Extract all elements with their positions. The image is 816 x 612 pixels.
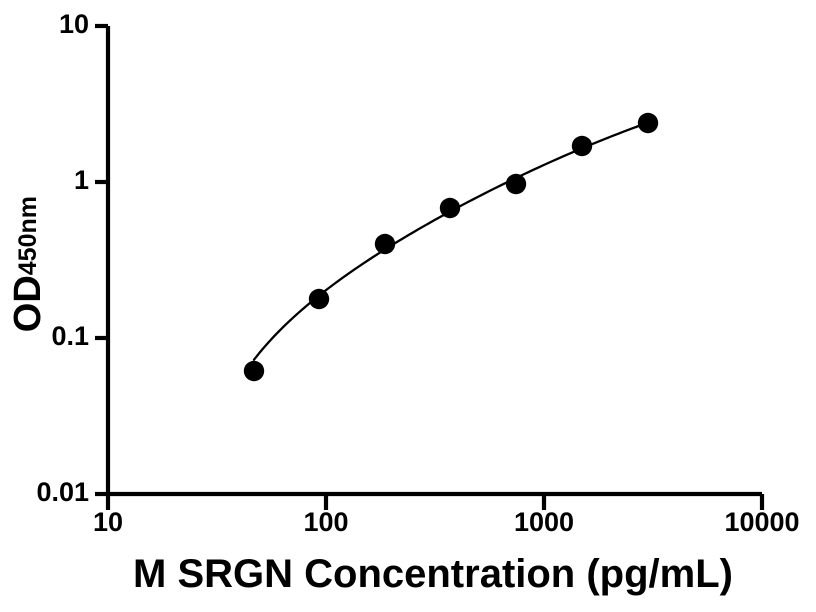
- svg-text:M SRGN Concentration (pg/mL): M SRGN Concentration (pg/mL): [133, 552, 733, 596]
- svg-text:100: 100: [303, 507, 348, 537]
- svg-text:10: 10: [93, 507, 123, 537]
- svg-text:0.01: 0.01: [36, 477, 89, 507]
- svg-text:1: 1: [74, 165, 89, 195]
- svg-text:10: 10: [59, 9, 89, 39]
- svg-text:10000: 10000: [724, 507, 799, 537]
- svg-text:1000: 1000: [514, 507, 574, 537]
- svg-text:0.1: 0.1: [51, 321, 89, 351]
